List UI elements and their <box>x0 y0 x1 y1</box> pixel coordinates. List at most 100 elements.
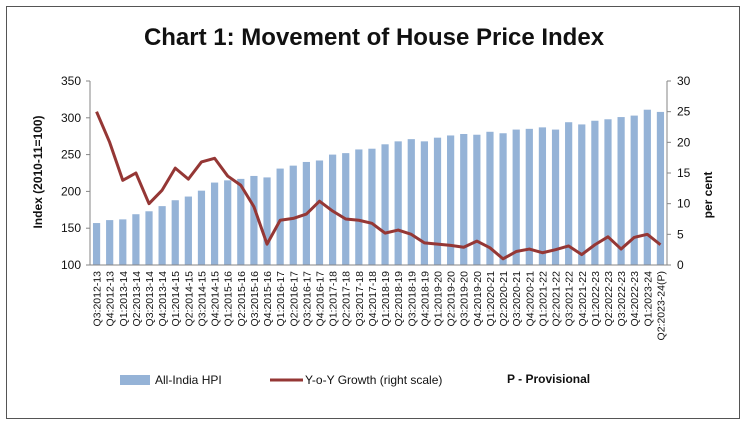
y-tick-label: 200 <box>61 184 81 198</box>
x-tick-label: Q3:2019-20 <box>459 271 471 327</box>
y2-tick-label: 20 <box>677 135 691 149</box>
x-tick-label: Q2:2018-19 <box>393 271 405 327</box>
hpi-bar <box>158 206 166 265</box>
x-tick-label: Q1:2020-21 <box>485 271 497 327</box>
hpi-bar <box>538 127 547 265</box>
hpi-bar <box>656 111 665 265</box>
x-tick-label: Q4:2020-21 <box>524 271 536 327</box>
hpi-bar <box>565 122 573 265</box>
hpi-bar <box>578 124 586 265</box>
right-axis-ticks: 0 5 10 15 20 25 30 <box>667 74 691 272</box>
x-tick-label: Q3:2017-18 <box>354 271 366 327</box>
hpi-bar <box>551 129 560 265</box>
hpi-bar <box>237 178 245 265</box>
y-tick-label: 350 <box>61 74 81 88</box>
x-tick-label: Q3:2015-16 <box>249 271 261 327</box>
x-tick-label: Q3:2020-21 <box>511 271 523 327</box>
x-tick-label: Q3:2021-22 <box>564 271 576 327</box>
legend: All-India HPI Y-o-Y Growth (right scale)… <box>120 372 590 387</box>
hpi-bar <box>486 131 494 265</box>
hpi-bar <box>460 133 468 265</box>
x-tick-label: Q2:2019-20 <box>446 271 458 327</box>
legend-bar-swatch <box>120 375 150 385</box>
hpi-bar <box>171 200 179 265</box>
hpi-bar <box>224 180 232 265</box>
y2-tick-label: 5 <box>677 227 684 241</box>
hpi-bar <box>368 148 376 265</box>
hpi-bar <box>210 182 219 265</box>
x-tick-label: Q1:2014-15 <box>170 271 182 327</box>
hpi-bar <box>643 109 651 265</box>
hpi-bar <box>499 133 507 265</box>
x-tick-label: Q3:2018-19 <box>406 271 418 327</box>
x-tick-label: Q2:2016-17 <box>288 271 300 327</box>
hpi-bar <box>381 144 389 265</box>
x-tick-label: Q2:2020-21 <box>498 271 510 327</box>
x-tick-label: Q4:2016-17 <box>314 271 326 327</box>
y2-tick-label: 10 <box>677 197 691 211</box>
x-tick-label: Q1:2023-24 <box>642 271 654 327</box>
x-tick-label: Q2:2023-24(P) <box>655 271 667 340</box>
x-tick-label: Q4:2014-15 <box>210 271 222 327</box>
y-tick-label: 150 <box>61 221 81 235</box>
x-tick-label: Q4:2019-20 <box>472 271 484 327</box>
left-axis-ticks: 100 150 200 250 300 350 <box>61 74 90 272</box>
x-tick-label: Q1:2022-23 <box>590 271 602 327</box>
hpi-bar <box>604 119 612 265</box>
x-tick-label: Q1:2015-16 <box>223 271 235 327</box>
hpi-bar <box>355 149 363 265</box>
x-tick-label: Q4:2015-16 <box>262 271 274 327</box>
hpi-bar <box>630 115 638 265</box>
x-tick-label: Q4:2022-23 <box>629 271 641 327</box>
y-tick-label: 250 <box>61 148 81 162</box>
hpi-bar <box>119 219 127 265</box>
chart-title: Chart 1: Movement of House Price Index <box>143 24 605 51</box>
x-tick-label: Q1:2019-20 <box>433 271 445 327</box>
hpi-bar <box>263 177 271 265</box>
legend-line-label: Y-o-Y Growth (right scale) <box>305 373 442 387</box>
x-tick-label: Q4:2012-13 <box>105 271 117 327</box>
x-tick-label: Q4:2013-14 <box>157 271 169 327</box>
hpi-bar <box>591 120 599 265</box>
bar-series-hpi <box>92 109 665 266</box>
hpi-bar <box>342 153 350 265</box>
yoy-growth-line <box>95 111 662 261</box>
x-tick-label: Q1:2018-19 <box>380 271 392 327</box>
hpi-bar <box>525 128 533 265</box>
hpi-bar <box>276 168 284 265</box>
x-tick-label: Q3:2012-13 <box>92 271 104 327</box>
y2-tick-label: 15 <box>677 166 691 180</box>
hpi-bar <box>289 165 297 265</box>
hpi-bar <box>433 137 442 265</box>
x-tick-label: Q2:2015-16 <box>236 271 248 327</box>
hpi-bar <box>512 129 520 265</box>
hpi-bar <box>92 223 101 265</box>
x-tick-label: Q1:2017-18 <box>328 271 340 327</box>
x-tick-label: Q3:2016-17 <box>301 271 313 327</box>
hpi-bar <box>250 175 258 265</box>
x-tick-label: Q2:2022-23 <box>603 271 615 327</box>
hpi-bar <box>617 117 625 266</box>
x-tick-label: Q2:2021-22 <box>551 271 563 327</box>
hpi-bar <box>447 135 455 265</box>
hpi-bar <box>197 190 206 265</box>
provisional-note: P - Provisional <box>507 372 590 386</box>
x-tick-label: Q2:2017-18 <box>341 271 353 327</box>
hpi-bar <box>315 160 324 265</box>
hpi-bar <box>473 134 481 265</box>
y-axis-title: Index (2010-11=100) <box>31 115 45 228</box>
x-axis-ticks: Q3:2012-13 Q4:2012-13 Q1:2013-14 Q2:2013-14… <box>92 271 668 341</box>
x-tick-label: Q3:2022-23 <box>616 271 628 327</box>
y-tick-label: 300 <box>61 111 81 125</box>
x-tick-label: Q1:2016-17 <box>275 271 287 327</box>
y2-axis-title: per cent <box>701 172 715 219</box>
y-tick-label: 100 <box>61 258 81 272</box>
x-tick-label: Q4:2018-19 <box>419 271 431 327</box>
x-tick-label: Q1:2013-14 <box>118 271 130 327</box>
y2-tick-label: 30 <box>677 74 691 88</box>
hpi-bar <box>184 196 192 265</box>
hpi-bar <box>145 211 153 265</box>
legend-bar-label: All-India HPI <box>155 373 222 387</box>
hpi-bar <box>420 141 429 265</box>
